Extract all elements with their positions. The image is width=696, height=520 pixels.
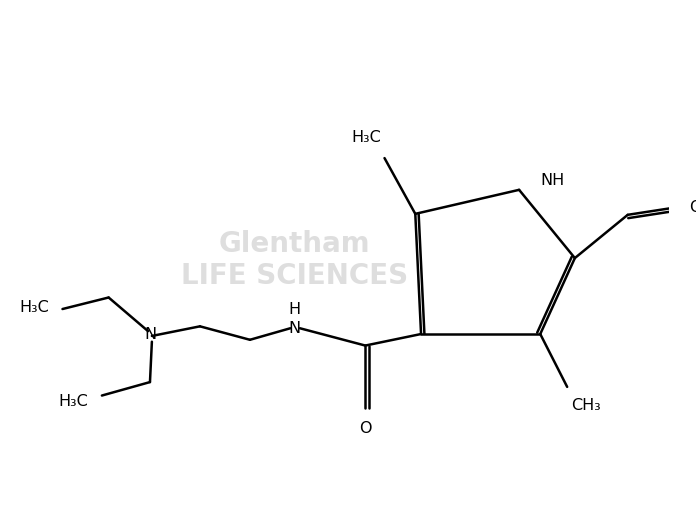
Text: N: N (288, 321, 300, 336)
Text: H₃C: H₃C (19, 300, 49, 315)
Text: H: H (288, 302, 300, 317)
Text: CH₃: CH₃ (571, 398, 601, 413)
Text: H₃C: H₃C (58, 394, 88, 409)
Text: O: O (689, 200, 696, 215)
Text: NH: NH (540, 173, 564, 188)
Text: Glentham
LIFE SCIENCES: Glentham LIFE SCIENCES (181, 230, 408, 290)
Text: H₃C: H₃C (351, 129, 381, 145)
Text: N: N (144, 327, 156, 342)
Text: O: O (359, 422, 372, 436)
